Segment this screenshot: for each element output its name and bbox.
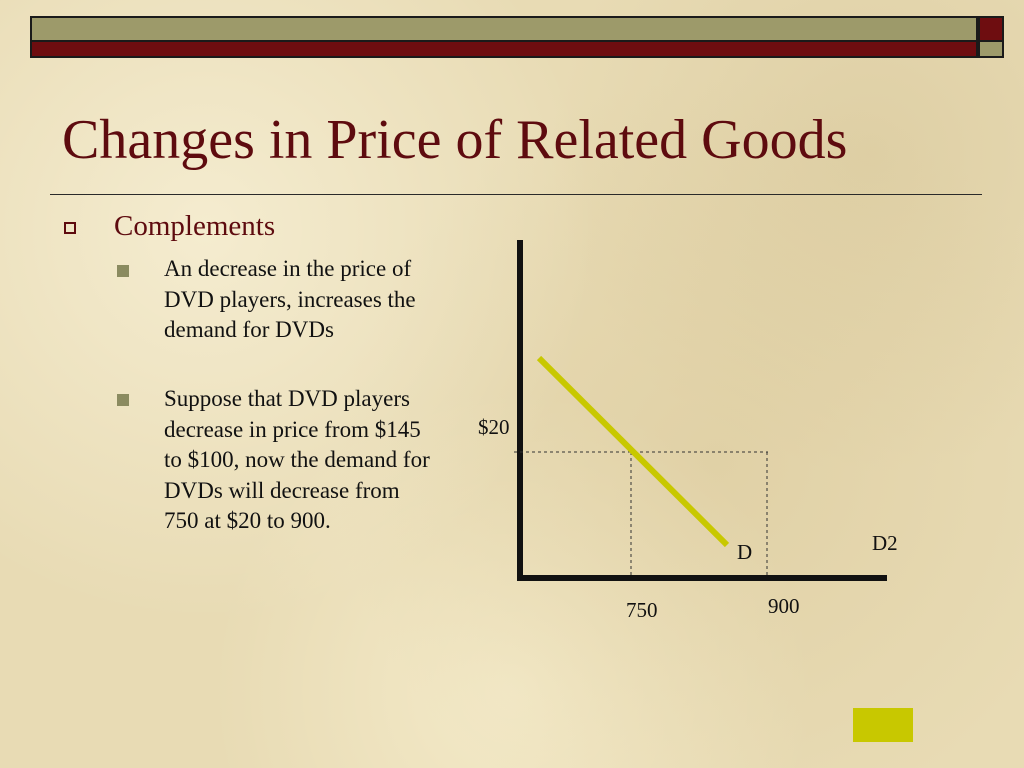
- bullet-text-1: An decrease in the price of DVD players,…: [164, 256, 416, 342]
- square-bullet-icon: [117, 265, 129, 277]
- price-label: $20: [478, 415, 510, 439]
- top-bar-olive: [30, 16, 978, 42]
- curve-label-d2: D2: [872, 531, 898, 555]
- quantity-label-900: 900: [768, 594, 800, 618]
- curve-label-d: D: [737, 540, 753, 564]
- bullet-text-2: Suppose that DVD players decrease in pri…: [164, 386, 430, 533]
- square-bullet-icon: [117, 394, 129, 406]
- title-divider: [50, 194, 982, 195]
- heading-complements: Complements: [114, 210, 276, 242]
- corner-block-red: [978, 16, 1004, 42]
- hollow-square-bullet-icon: [64, 222, 76, 234]
- demand-curve-d: [536, 355, 730, 548]
- yellow-box: [853, 708, 913, 742]
- quantity-label-750: 750: [626, 598, 658, 622]
- corner-block-olive: [978, 42, 1004, 58]
- slide-title: Changes in Price of Related Goods: [62, 109, 848, 171]
- top-bar-red: [30, 42, 978, 58]
